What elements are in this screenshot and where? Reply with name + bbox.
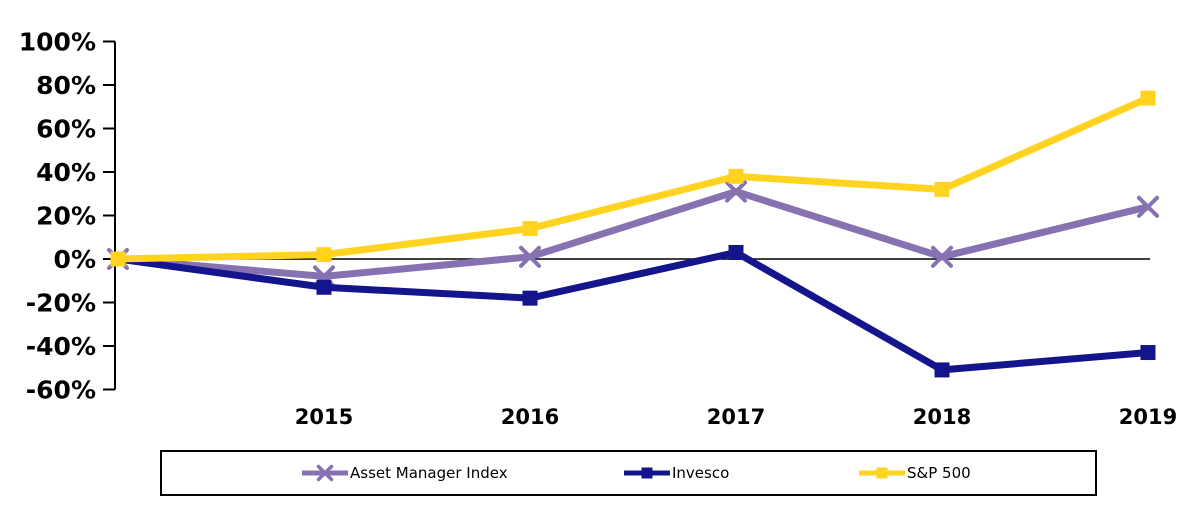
data-point-asset-manager-index-2018 bbox=[931, 245, 953, 268]
x-axis-year-label: 2019 bbox=[1119, 405, 1177, 429]
y-axis-tick-label: 100% bbox=[19, 28, 96, 57]
series-line-asset-manager-index bbox=[117, 187, 1149, 280]
invesco-legend-marker-icon bbox=[624, 467, 670, 479]
legend-item-label: S&P 500 bbox=[907, 463, 971, 482]
legend-item-label: Asset Manager Index bbox=[350, 463, 508, 482]
data-point-s-p-500-2017 bbox=[728, 168, 744, 184]
chart-legend: Asset Manager Index Invesco S&P 500 bbox=[160, 450, 1097, 496]
data-point-asset-manager-index-2017 bbox=[725, 180, 747, 203]
y-axis-tick-label: -20% bbox=[26, 289, 96, 318]
legend-marker-square bbox=[641, 467, 653, 479]
y-axis-tick-label: -40% bbox=[26, 332, 96, 361]
data-point-invesco-2019 bbox=[1140, 345, 1156, 361]
data-point-asset-manager-index-2019 bbox=[1137, 195, 1159, 218]
y-axis-tick-label: 60% bbox=[36, 115, 96, 144]
data-point-asset-manager-index-2016 bbox=[519, 245, 541, 268]
x-axis-year-label: 2017 bbox=[707, 405, 765, 429]
legend-marker-square bbox=[876, 467, 888, 479]
y-axis-tick-label: 80% bbox=[36, 71, 96, 100]
legend-item-invesco: Invesco bbox=[624, 464, 729, 482]
data-point-invesco-2017 bbox=[728, 244, 744, 260]
data-point-s-p-500-2015 bbox=[316, 247, 332, 263]
data-point-s-p-500-start bbox=[110, 251, 126, 267]
legend-item-asset-manager-index: Asset Manager Index bbox=[302, 464, 508, 482]
data-point-invesco-2015 bbox=[316, 279, 332, 295]
legend-item-s-p-500: S&P 500 bbox=[859, 464, 971, 482]
data-point-invesco-2018 bbox=[934, 362, 950, 378]
y-axis-tick-label: 0% bbox=[54, 245, 96, 274]
x-axis-year-label: 2016 bbox=[501, 405, 559, 429]
data-point-s-p-500-2016 bbox=[522, 221, 538, 237]
legend-item-label: Invesco bbox=[672, 463, 730, 482]
x-axis-year-label: 2018 bbox=[913, 405, 971, 429]
y-axis-tick-label: 20% bbox=[36, 202, 96, 231]
legend-marker-x bbox=[316, 464, 334, 482]
series-line-invesco bbox=[117, 248, 1149, 374]
y-axis-tick-label: -60% bbox=[26, 376, 96, 405]
s-p-500-legend-marker-icon bbox=[859, 467, 905, 479]
y-axis-tick-label: 40% bbox=[36, 158, 96, 187]
data-point-s-p-500-2019 bbox=[1140, 90, 1156, 106]
asset-manager-index-legend-marker-icon bbox=[302, 464, 348, 482]
x-axis-year-label: 2015 bbox=[295, 405, 353, 429]
data-point-invesco-2016 bbox=[522, 290, 538, 306]
series-line-s-p-500 bbox=[117, 94, 1150, 263]
data-point-s-p-500-2018 bbox=[934, 181, 950, 197]
